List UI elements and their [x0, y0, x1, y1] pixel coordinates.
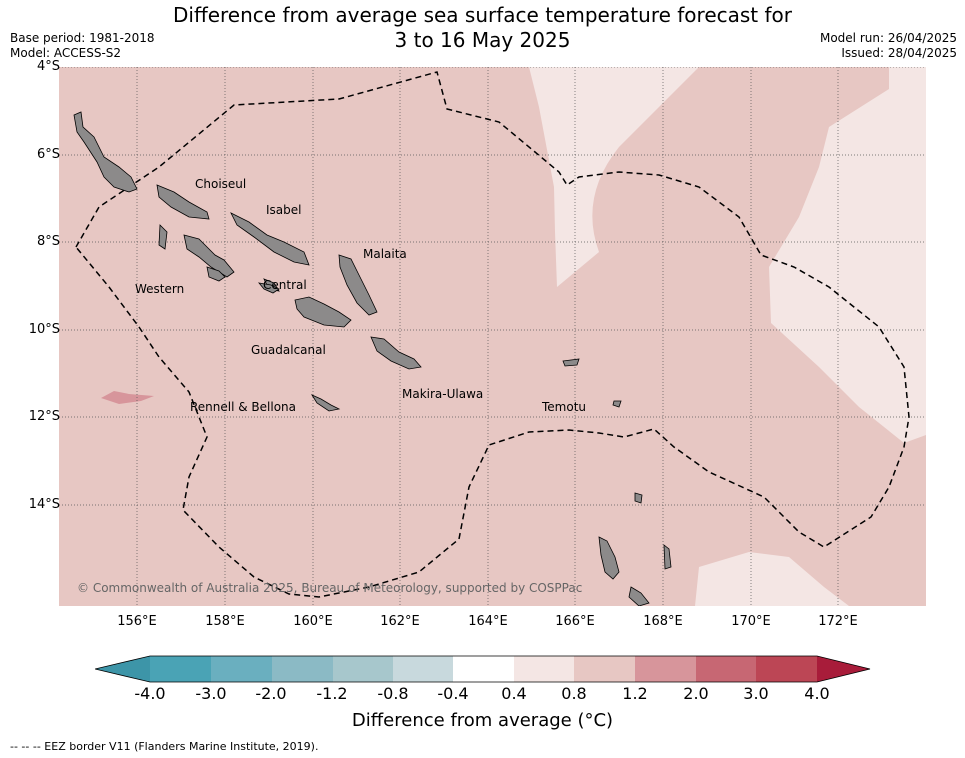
- island-choiseul: [156, 184, 210, 220]
- lat-label: 14°S: [28, 497, 60, 512]
- colorbar-outline: [95, 655, 871, 683]
- label-rennell-bellona: Rennell & Bellona: [190, 400, 297, 414]
- colorbar-segment: [453, 656, 514, 682]
- model-run: Model run: 26/04/2025: [819, 31, 957, 45]
- lon-label: 160°E: [293, 614, 333, 629]
- island-choiseul-west: [73, 111, 138, 193]
- island-vanuatu-espiritu: [598, 536, 620, 580]
- island-makira: [370, 336, 422, 370]
- label-choiseul: Choiseul: [195, 177, 247, 191]
- model-name: Model: ACCESS-S2: [10, 46, 122, 60]
- anomaly-region-light-north: [529, 67, 699, 287]
- colorbar-segment: [272, 656, 333, 682]
- colorbar-segment: [635, 656, 696, 682]
- anomaly-field-base: [59, 67, 926, 606]
- meta-left: Base period: 1981-2018 Model: ACCESS-S2: [10, 31, 155, 61]
- anomaly-region-light-east: [769, 67, 926, 443]
- colorbar-tick: -4.0: [134, 684, 166, 703]
- island-vanuatu-maewo: [663, 544, 672, 570]
- lat-label: 8°S: [36, 234, 60, 249]
- colorbar-segment: [211, 656, 272, 682]
- colorbar-segment: [696, 656, 756, 682]
- eez-footnote: -- -- -- EEZ border V11 (Flanders Marine…: [10, 740, 319, 753]
- title-line-1: Difference from average sea surface temp…: [172, 3, 792, 27]
- colorbar-tick: 0.4: [501, 684, 527, 703]
- lon-label: 162°E: [380, 614, 420, 629]
- island-isabel: [230, 212, 310, 266]
- island-rennell: [310, 394, 341, 412]
- base-period: Base period: 1981-2018: [10, 31, 155, 45]
- colorbar-tick: -3.0: [195, 684, 227, 703]
- label-central: Central: [263, 278, 307, 292]
- lon-label: 170°E: [731, 614, 771, 629]
- colorbar-tick: 0.8: [561, 684, 587, 703]
- label-temotu: Temotu: [542, 400, 587, 414]
- lon-label: 168°E: [643, 614, 683, 629]
- island-santa-cruz: [562, 358, 580, 367]
- lat-label: 4°S: [36, 59, 60, 74]
- lon-label: 164°E: [468, 614, 508, 629]
- islands: [73, 111, 672, 606]
- sst-anomaly-map: © Commonwealth of Australia 2025, Bureau…: [59, 67, 926, 606]
- anomaly-region-warm-patch: [101, 391, 154, 404]
- colorbar-label: Difference from average (°C): [351, 710, 614, 731]
- chart-title: Difference from average sea surface temp…: [0, 3, 965, 53]
- label-malaita: Malaita: [363, 247, 407, 261]
- label-guadalcanal: Guadalcanal: [251, 343, 326, 357]
- anomaly-region-light-south: [695, 552, 849, 606]
- graticule: [59, 67, 926, 606]
- colorbar-tick: 1.2: [622, 684, 648, 703]
- colorbar-tick: -0.8: [377, 684, 409, 703]
- lon-label: 158°E: [205, 614, 245, 629]
- island-guadalcanal: [294, 296, 352, 328]
- lat-label: 6°S: [36, 147, 60, 162]
- colorbar-tick: -2.0: [255, 684, 287, 703]
- colorbar-tick: 3.0: [743, 684, 769, 703]
- island-vanikoro: [612, 400, 622, 408]
- island-new-georgia: [183, 234, 235, 278]
- eez-border-line: [75, 71, 910, 598]
- colorbar-segment: [574, 656, 635, 682]
- colorbar-segment: [393, 656, 453, 682]
- lon-label: 166°E: [555, 614, 595, 629]
- colorbar-segment: [514, 656, 574, 682]
- lon-label: 156°E: [117, 614, 157, 629]
- issued-date: Issued: 28/04/2025: [841, 46, 957, 60]
- colorbar-segment: [756, 656, 817, 682]
- lat-label: 12°S: [28, 409, 60, 424]
- island-torres: [634, 492, 643, 504]
- colorbar-segment: [150, 656, 211, 682]
- title-line-2: 3 to 16 May 2025: [394, 28, 571, 52]
- island-vella: [158, 224, 168, 250]
- label-isabel: Isabel: [266, 203, 302, 217]
- lon-label: 172°E: [818, 614, 858, 629]
- island-central: [258, 282, 280, 294]
- island-malaita: [338, 254, 378, 316]
- lat-label: 10°S: [28, 322, 60, 337]
- colorbar-tick: -1.2: [316, 684, 348, 703]
- colorbar-tick: 4.0: [804, 684, 830, 703]
- colorbar-tick: 2.0: [683, 684, 709, 703]
- label-makira-ulawa: Makira-Ulawa: [402, 387, 484, 401]
- colorbar-segment: [333, 656, 393, 682]
- island-vanuatu-malekula: [628, 586, 650, 606]
- label-western: Western: [135, 282, 185, 296]
- colorbar: [95, 655, 871, 683]
- colorbar-arrow-right: [817, 656, 870, 682]
- island-rendova: [206, 266, 226, 282]
- meta-right: Model run: 26/04/2025 Issued: 28/04/2025: [820, 31, 957, 61]
- colorbar-arrow-left: [95, 656, 150, 682]
- colorbar-tick: -0.4: [437, 684, 469, 703]
- copyright-text: © Commonwealth of Australia 2025, Bureau…: [77, 581, 582, 595]
